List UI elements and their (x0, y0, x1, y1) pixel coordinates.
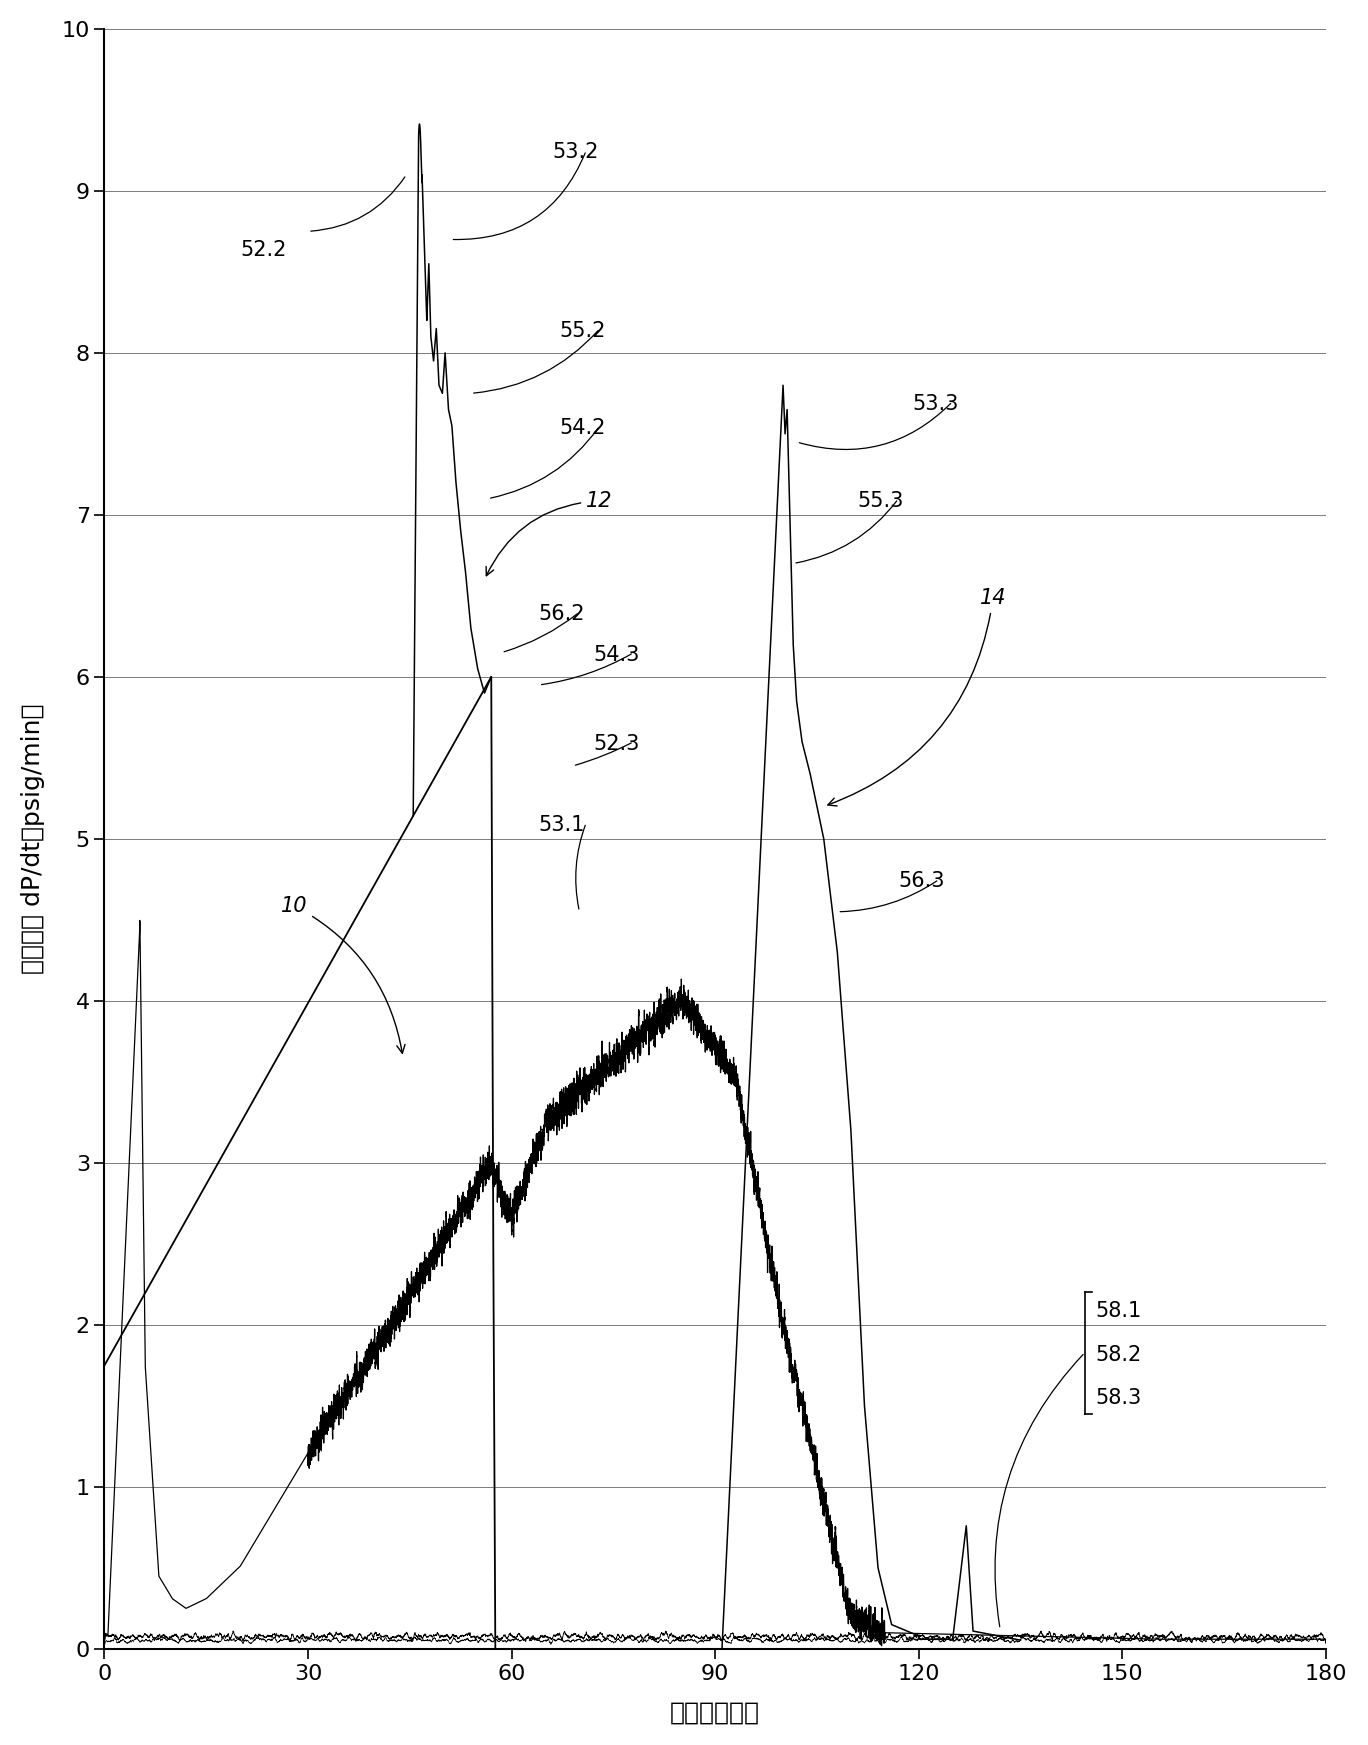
Text: 56.2: 56.2 (539, 604, 586, 625)
Text: 54.3: 54.3 (594, 644, 639, 665)
Text: 53.3: 53.3 (912, 394, 959, 414)
Text: 55.2: 55.2 (560, 321, 606, 340)
Text: 54.2: 54.2 (560, 417, 606, 438)
Text: 55.3: 55.3 (858, 490, 904, 511)
Text: 58.2: 58.2 (1096, 1345, 1141, 1365)
X-axis label: 时间（分钟）: 时间（分钟） (670, 1700, 761, 1724)
Text: 12: 12 (486, 490, 613, 576)
Text: 53.1: 53.1 (539, 815, 586, 834)
Text: 58.3: 58.3 (1096, 1389, 1141, 1408)
Text: 56.3: 56.3 (899, 871, 945, 892)
Text: 14: 14 (828, 588, 1007, 806)
Y-axis label: 氧化速率 dP/dt（psig/min）: 氧化速率 dP/dt（psig/min） (21, 703, 45, 974)
Text: 53.2: 53.2 (553, 143, 599, 162)
Text: 10: 10 (280, 895, 405, 1054)
Text: 52.3: 52.3 (594, 733, 639, 754)
Text: 52.2: 52.2 (241, 239, 286, 260)
Text: 58.1: 58.1 (1096, 1300, 1141, 1321)
